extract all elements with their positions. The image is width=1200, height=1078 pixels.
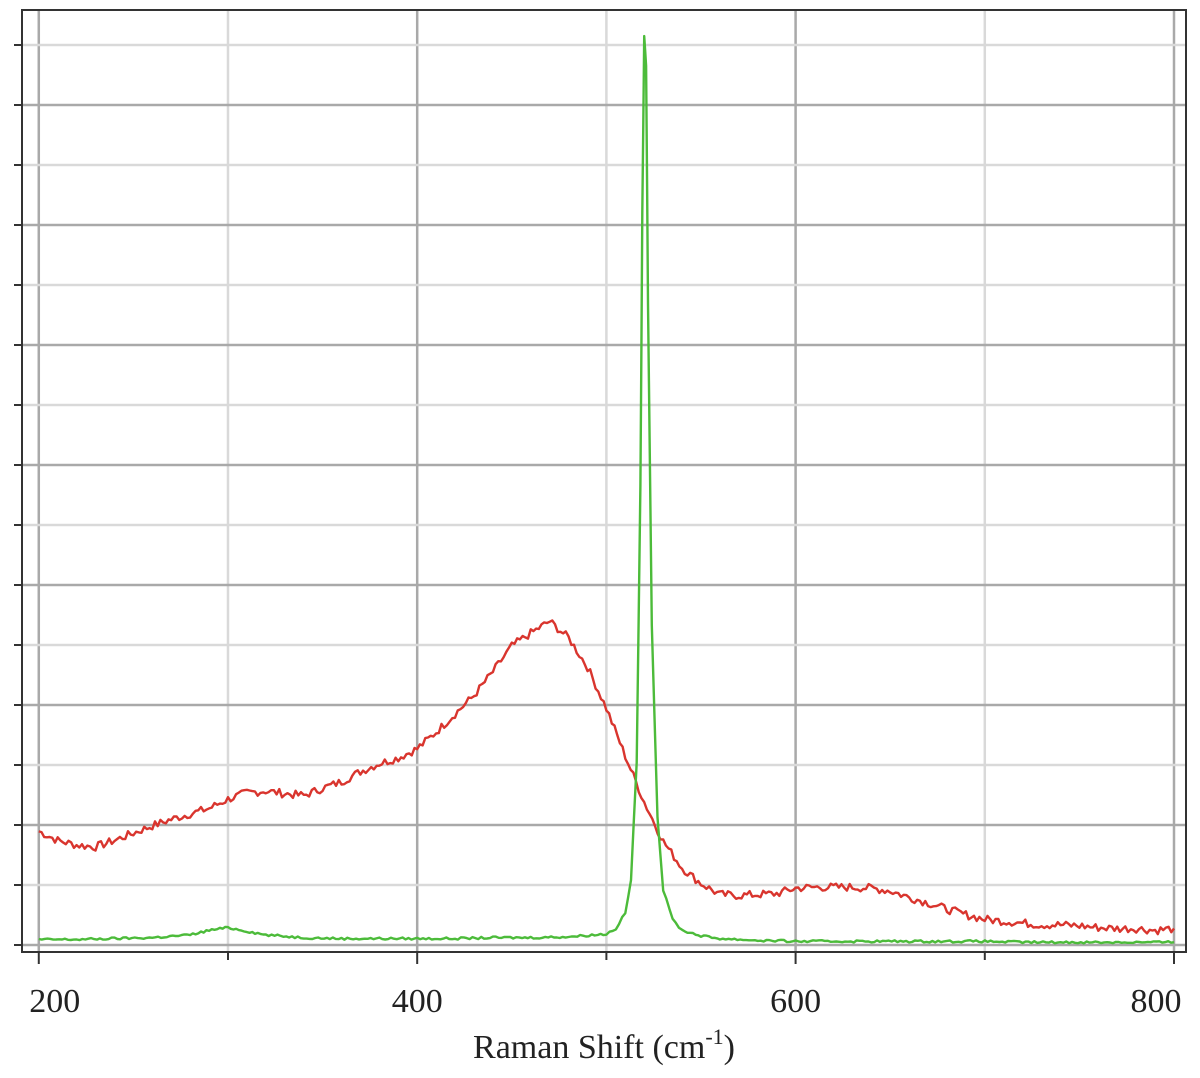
grid-lines — [22, 10, 1186, 952]
x-axis-title-text: Raman Shift (cm — [473, 1029, 705, 1066]
x-tick-label: 800 — [1131, 983, 1182, 1020]
x-axis-title-suffix: ) — [724, 1029, 735, 1066]
plot-frame — [21, 9, 1187, 953]
x-axis-title: Raman Shift (cm-1) — [473, 1024, 735, 1066]
series-line-red — [38, 619, 1175, 936]
x-tick-label: 200 — [29, 983, 80, 1020]
x-tick-label: 400 — [392, 983, 443, 1020]
x-axis-title-superscript: -1 — [705, 1024, 723, 1049]
series-line-green — [38, 34, 1175, 945]
x-tick-label: 600 — [770, 983, 821, 1020]
x-tick-labels: 200 400 600 800 — [29, 983, 1181, 1020]
series-layer — [38, 34, 1175, 945]
axis-ticks — [14, 44, 1175, 964]
